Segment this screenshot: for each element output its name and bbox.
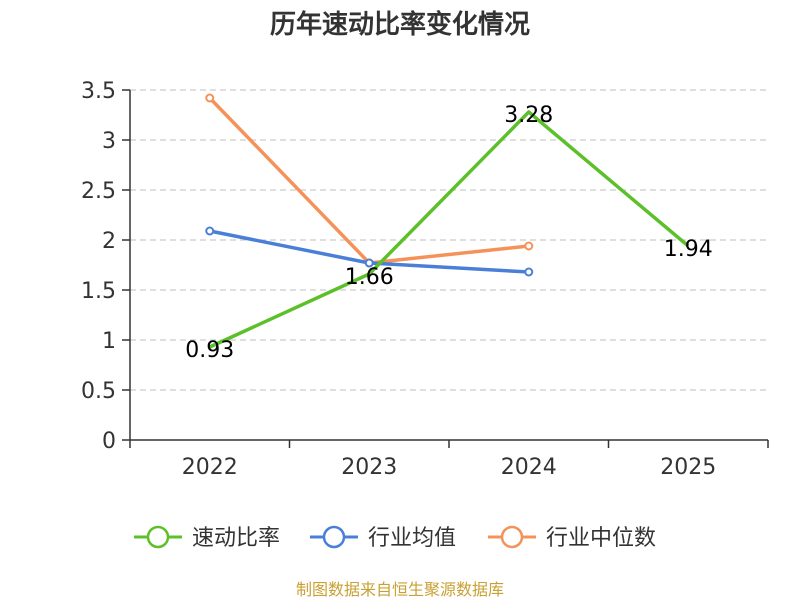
y-tick-label: 2	[102, 229, 116, 254]
data-point	[205, 93, 215, 103]
x-tick-label: 2023	[341, 455, 397, 480]
series-line	[208, 96, 529, 265]
x-axis-ticks: 2022 2023 2024 2025	[129, 440, 769, 480]
y-tick-label: 1.5	[81, 279, 116, 304]
grid-lines	[130, 89, 768, 391]
y-tick-label: 3.5	[81, 79, 116, 104]
y-tick-label: 0.5	[81, 379, 116, 404]
legend-label: 行业中位数	[546, 526, 656, 551]
data-point	[524, 241, 534, 251]
y-tick-label: 2.5	[81, 179, 116, 204]
series-lines	[205, 93, 690, 349]
y-axis-ticks: 0 0.5 1 1.5 2 2.5 3 3.5	[81, 79, 130, 454]
legend-label: 行业均值	[368, 526, 456, 551]
legend: 速动比率 行业均值 行业中位数	[134, 525, 656, 551]
source-note: 制图数据来自恒生聚源数据库	[296, 580, 504, 599]
series-line	[209, 110, 690, 349]
x-tick-label: 2024	[501, 455, 557, 480]
legend-marker	[322, 525, 346, 549]
data-label: 3.28	[504, 103, 553, 128]
legend-marker	[146, 525, 170, 549]
data-point	[205, 226, 215, 236]
data-point	[524, 267, 534, 277]
data-label: 1.66	[345, 265, 394, 290]
data-labels: 0.93 1.66 3.28 1.94	[185, 103, 712, 363]
x-tick-label: 2025	[660, 455, 716, 480]
y-tick-label: 3	[102, 129, 116, 154]
y-tick-label: 0	[102, 429, 116, 454]
data-label: 1.94	[664, 237, 713, 262]
chart-title: 历年速动比率变化情况	[270, 9, 530, 40]
legend-marker	[500, 525, 524, 549]
data-label: 0.93	[185, 338, 234, 363]
data-point	[364, 258, 374, 268]
y-tick-label: 1	[102, 329, 116, 354]
legend-label: 速动比率	[192, 526, 280, 551]
axes	[129, 90, 768, 441]
x-tick-label: 2022	[182, 455, 238, 480]
